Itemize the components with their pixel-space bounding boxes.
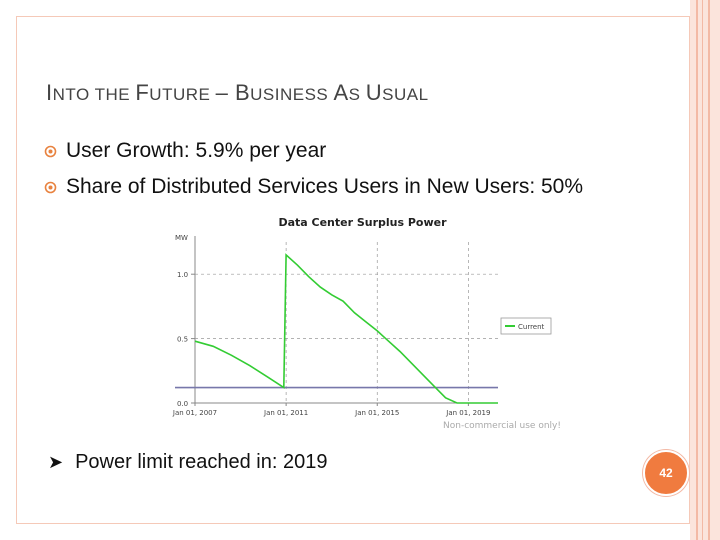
title-part: U — [365, 80, 383, 105]
title-part: A — [333, 80, 349, 105]
border-stripe — [708, 0, 710, 540]
legend-label: Current — [518, 323, 545, 331]
arrow-bullet-icon: ➤ — [48, 452, 64, 472]
y-tick-label: 0.0 — [177, 400, 188, 408]
title-part: I — [46, 80, 53, 105]
series-line — [194, 253, 498, 404]
bullet-item: User Growth: 5.9% per year — [44, 133, 583, 169]
title-part: USINESS — [250, 85, 334, 104]
bullet-icon — [44, 181, 57, 194]
watermark-text: Non-commercial use only! — [443, 421, 561, 431]
decorative-border — [690, 0, 720, 540]
title-part: – — [215, 80, 235, 105]
x-tick-label: Jan 01, 2015 — [354, 409, 399, 417]
title-part: UTURE — [149, 85, 216, 104]
legend-box — [500, 317, 552, 335]
x-tick-label: Jan 01, 2019 — [445, 409, 490, 417]
border-stripe — [696, 0, 698, 540]
title-part: NTO THE — [52, 85, 136, 104]
bullet-text: User Growth: 5.9% per year — [66, 139, 327, 162]
title-part: S — [348, 85, 366, 104]
slide-frame — [16, 16, 690, 524]
y-tick-label: 1.0 — [177, 271, 188, 279]
chart-plot: MW 0.0 0.5 1.0 Jan 01, 2007 Jan 01, 2011 Jan 0… — [172, 234, 552, 417]
border-stripe — [702, 0, 703, 540]
bottom-bullet-text: Power limit reached in: 2019 — [75, 451, 328, 473]
bullet-icon — [44, 145, 57, 158]
bullet-text: Share of Distributed Services Users in N… — [66, 175, 584, 198]
page-number-badge: 42 — [643, 450, 689, 496]
bottom-bullet: ➤ Power limit reached in: 2019 — [48, 451, 327, 474]
x-tick-label: Jan 01, 2011 — [263, 409, 308, 417]
title-part: B — [234, 80, 251, 105]
y-axis-label: MW — [175, 234, 188, 242]
title-part: SUAL — [382, 85, 429, 104]
bullet-item: Share of Distributed Services Users in N… — [44, 169, 583, 205]
y-tick-label: 0.5 — [177, 336, 188, 344]
slide-title: INTO THE FUTURE – BUSINESS AS USUAL — [46, 80, 429, 106]
title-part: F — [135, 80, 150, 105]
bullet-list: User Growth: 5.9% per year Share of Dist… — [44, 133, 583, 205]
chart-container: Data Center Surplus Power MW 0.0 0.5 1.0 Jan… — [165, 212, 560, 434]
chart-title: Data Center Surplus Power — [278, 216, 447, 229]
x-tick-label: Jan 01, 2007 — [172, 409, 217, 417]
